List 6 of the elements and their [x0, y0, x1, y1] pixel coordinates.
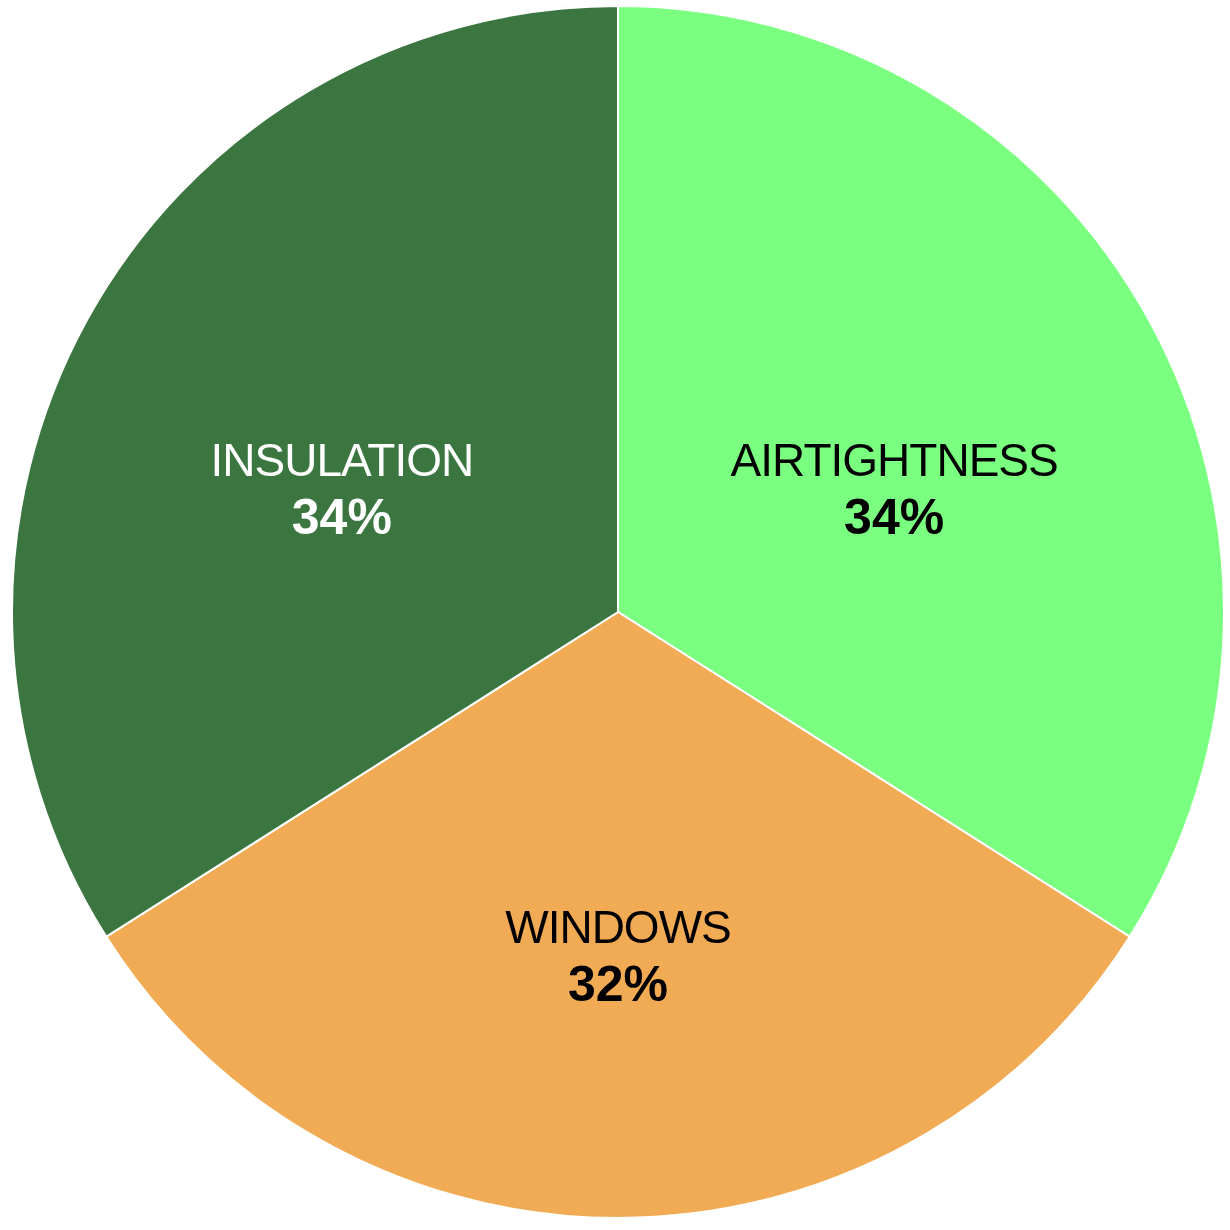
data-label: 34% [844, 489, 945, 546]
slice-label: WINDOWS [505, 901, 731, 954]
data-label: 34% [291, 489, 392, 546]
slice-label: INSULATION [210, 434, 474, 487]
data-label: 32% [567, 956, 669, 1013]
slice-label: AIRTIGHTNESS [730, 434, 1058, 487]
